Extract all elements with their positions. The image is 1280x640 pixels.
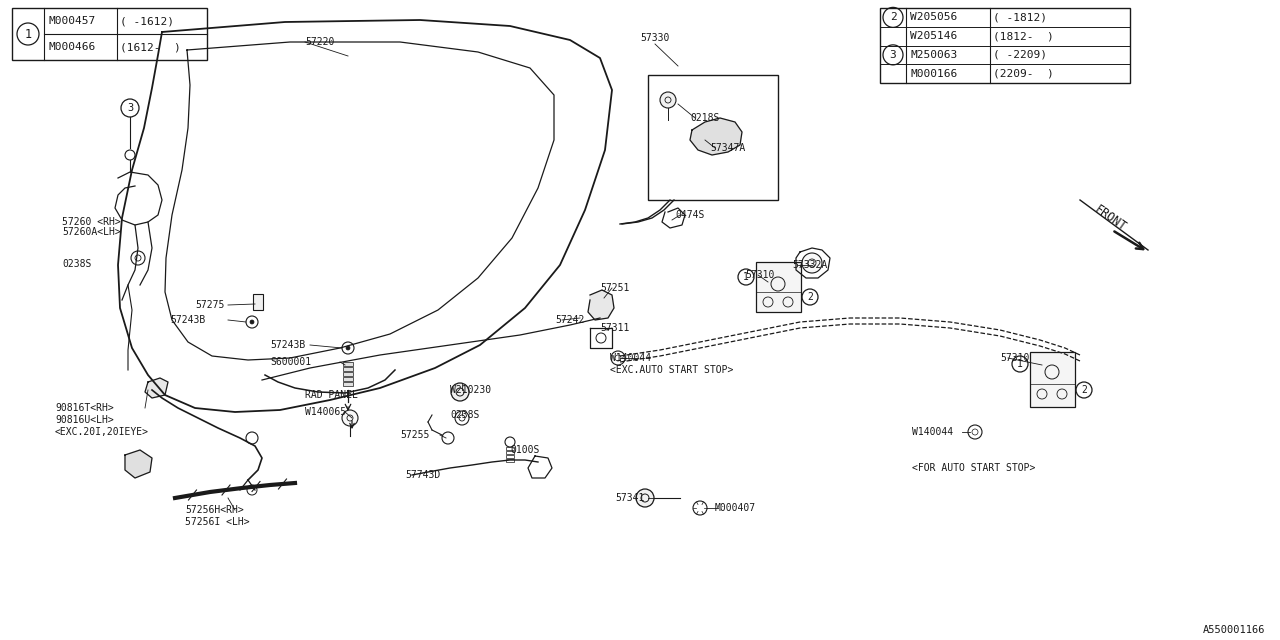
- Text: M000457: M000457: [49, 16, 95, 26]
- Text: 57310: 57310: [1000, 353, 1029, 363]
- Bar: [253, 294, 262, 310]
- Text: 57260A<LH>: 57260A<LH>: [61, 227, 120, 237]
- Text: W140065: W140065: [305, 407, 346, 417]
- Text: 57255: 57255: [401, 430, 429, 440]
- Text: 57242: 57242: [556, 315, 585, 325]
- Text: 57311: 57311: [600, 323, 630, 333]
- Text: 0238S: 0238S: [61, 259, 91, 269]
- Text: <FOR AUTO START STOP>: <FOR AUTO START STOP>: [913, 463, 1036, 473]
- Text: ( -1812): ( -1812): [993, 12, 1047, 22]
- Text: 2: 2: [890, 12, 896, 22]
- Text: 57251: 57251: [600, 283, 630, 293]
- Circle shape: [660, 92, 676, 108]
- Text: 57256H<RH>: 57256H<RH>: [186, 505, 243, 515]
- Text: W205146: W205146: [910, 31, 957, 41]
- Bar: [648, 75, 778, 200]
- Circle shape: [346, 346, 349, 350]
- Circle shape: [342, 410, 358, 426]
- Circle shape: [246, 316, 259, 328]
- Text: W205056: W205056: [910, 12, 957, 22]
- Text: 1: 1: [24, 28, 32, 40]
- Text: 1: 1: [744, 272, 749, 282]
- Polygon shape: [690, 118, 742, 155]
- Text: W140044: W140044: [611, 353, 652, 363]
- Text: 57341: 57341: [614, 493, 644, 503]
- Text: 57330: 57330: [640, 33, 669, 43]
- Bar: [1030, 352, 1075, 407]
- Text: 0100S: 0100S: [509, 445, 539, 455]
- Text: M250063: M250063: [910, 50, 957, 60]
- Circle shape: [636, 489, 654, 507]
- Text: 3: 3: [127, 103, 133, 113]
- Polygon shape: [588, 290, 614, 320]
- Text: (1612-  ): (1612- ): [120, 42, 180, 52]
- Text: 2: 2: [808, 292, 813, 302]
- Bar: [12, 8, 207, 60]
- Text: 3: 3: [890, 50, 896, 60]
- Text: 57743D: 57743D: [404, 470, 440, 480]
- Text: 57347A: 57347A: [710, 143, 745, 153]
- Text: 1: 1: [1018, 359, 1023, 369]
- Text: 0218S: 0218S: [690, 113, 719, 123]
- Bar: [343, 372, 353, 376]
- Text: 57243B: 57243B: [170, 315, 205, 325]
- Text: 2: 2: [1082, 385, 1087, 395]
- Bar: [506, 447, 515, 450]
- Text: M000166: M000166: [910, 68, 957, 79]
- Text: 57310: 57310: [745, 270, 774, 280]
- Text: M000466: M000466: [49, 42, 95, 52]
- Bar: [506, 451, 515, 454]
- Text: S600001: S600001: [270, 357, 311, 367]
- Text: (2209-  ): (2209- ): [993, 68, 1053, 79]
- Text: M000407: M000407: [716, 503, 756, 513]
- Bar: [506, 455, 515, 458]
- Text: 0238S: 0238S: [451, 410, 480, 420]
- Bar: [343, 382, 353, 386]
- Text: <EXC.20I,20IEYE>: <EXC.20I,20IEYE>: [55, 427, 148, 437]
- Text: ( -1612): ( -1612): [120, 16, 174, 26]
- Bar: [506, 459, 515, 462]
- Text: 57220: 57220: [305, 37, 334, 47]
- Bar: [343, 377, 353, 381]
- Text: 0474S: 0474S: [675, 210, 704, 220]
- Text: 90816U<LH>: 90816U<LH>: [55, 415, 114, 425]
- Bar: [756, 262, 801, 312]
- Bar: [881, 8, 1130, 83]
- Text: W210230: W210230: [451, 385, 492, 395]
- Text: 90816T<RH>: 90816T<RH>: [55, 403, 114, 413]
- Text: 57332A: 57332A: [792, 260, 827, 270]
- Text: ( -2209): ( -2209): [993, 50, 1047, 60]
- Polygon shape: [145, 378, 168, 398]
- Bar: [343, 367, 353, 371]
- Bar: [343, 362, 353, 366]
- Circle shape: [250, 320, 253, 324]
- Text: 57275: 57275: [195, 300, 224, 310]
- Text: FRONT: FRONT: [1092, 202, 1128, 234]
- Text: 57260 <RH>: 57260 <RH>: [61, 217, 120, 227]
- Circle shape: [454, 411, 468, 425]
- Circle shape: [451, 383, 468, 401]
- Circle shape: [342, 342, 355, 354]
- Polygon shape: [125, 450, 152, 478]
- Text: (1812-  ): (1812- ): [993, 31, 1053, 41]
- Text: 57243B: 57243B: [270, 340, 305, 350]
- Text: 57256I <LH>: 57256I <LH>: [186, 517, 250, 527]
- Circle shape: [803, 253, 822, 273]
- Text: RAD PANEL: RAD PANEL: [305, 390, 358, 400]
- Text: <EXC.AUTO START STOP>: <EXC.AUTO START STOP>: [611, 365, 733, 375]
- Text: A550001166: A550001166: [1202, 625, 1265, 635]
- Text: W140044: W140044: [913, 427, 954, 437]
